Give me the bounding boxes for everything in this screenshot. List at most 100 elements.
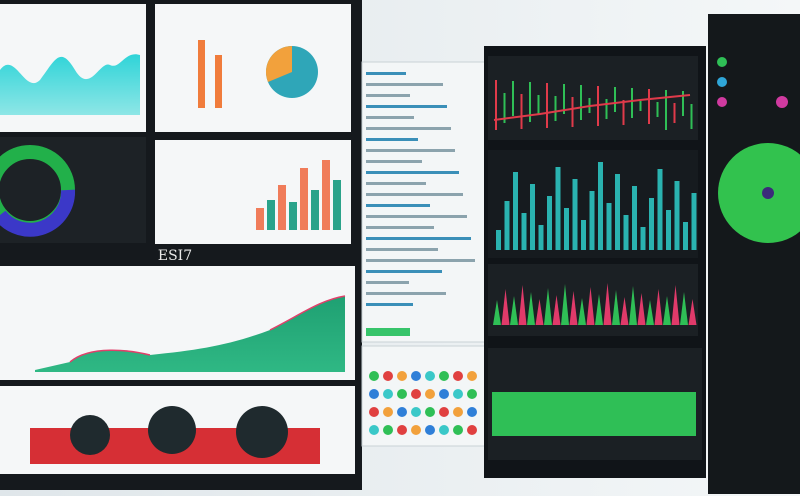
row-decor xyxy=(366,248,438,251)
dot-decor xyxy=(425,425,435,435)
row-decor xyxy=(366,193,463,196)
donut-decor xyxy=(0,189,76,237)
dot-decor xyxy=(439,371,449,381)
bar-decor xyxy=(521,213,527,250)
bar-decor xyxy=(278,185,286,230)
dot-panel xyxy=(361,345,487,447)
row-decor xyxy=(366,215,467,218)
bar-decor xyxy=(322,160,330,230)
line-decor xyxy=(69,295,346,363)
row-decor xyxy=(366,116,414,119)
row-decor xyxy=(366,94,410,97)
line-decor xyxy=(493,94,691,121)
dot-decor xyxy=(717,77,727,87)
bar-decor xyxy=(598,162,603,250)
dot-decor xyxy=(467,371,477,381)
panel xyxy=(155,4,351,132)
row-decor xyxy=(366,72,406,75)
spike-decor xyxy=(501,289,510,325)
bar-decor xyxy=(333,180,341,230)
bar-decor xyxy=(649,198,654,250)
bar-decor xyxy=(666,210,671,250)
dot-decor xyxy=(411,389,421,399)
bar-decor xyxy=(572,179,578,250)
row-decor xyxy=(366,292,446,295)
bar-decor xyxy=(632,186,637,250)
row-decor xyxy=(366,204,430,207)
screen-label: ESI7 xyxy=(158,248,192,264)
dot-decor xyxy=(383,425,393,435)
dot-decor xyxy=(383,407,393,417)
dot-decor xyxy=(439,389,449,399)
bar-decor xyxy=(267,200,275,230)
bar-decor xyxy=(640,227,646,250)
area-chart xyxy=(35,296,345,372)
pie-decor xyxy=(266,46,292,82)
spike-decor xyxy=(680,292,688,325)
bar-decor xyxy=(530,184,535,250)
row-decor xyxy=(366,138,418,141)
bar-decor xyxy=(215,55,222,108)
dot-grid xyxy=(369,371,477,435)
spike-decor xyxy=(578,298,586,325)
spike-decor xyxy=(552,295,561,325)
circle-decor xyxy=(70,415,110,455)
dot-decor xyxy=(411,371,421,381)
dot-decor xyxy=(369,389,379,399)
bar-decor xyxy=(606,203,612,250)
far-right-monitor xyxy=(708,14,800,494)
bar-group xyxy=(256,160,341,230)
dot-decor xyxy=(397,425,407,435)
row-decor xyxy=(366,127,451,130)
panel xyxy=(155,140,351,244)
spike-decor xyxy=(603,283,612,325)
spike-decor xyxy=(569,291,578,325)
bar-decor xyxy=(683,222,688,250)
dot-decor xyxy=(425,371,435,381)
list-rows xyxy=(366,72,475,306)
dot-decor xyxy=(383,371,393,381)
area-chart xyxy=(0,54,140,115)
spike-decor xyxy=(527,292,535,325)
bar-decor xyxy=(589,191,595,250)
bar-decor xyxy=(691,193,697,250)
progress-decor xyxy=(366,328,410,336)
row-decor xyxy=(366,149,455,152)
dot-decor xyxy=(439,407,449,417)
dot-decor xyxy=(453,425,463,435)
bar-decor xyxy=(504,201,510,250)
dot-decor xyxy=(467,407,477,417)
bar-decor xyxy=(198,40,205,108)
spike-decor xyxy=(654,289,663,325)
dot-decor xyxy=(397,371,407,381)
dot-decor xyxy=(439,425,449,435)
band-decor xyxy=(492,392,696,436)
spike-decor xyxy=(612,290,620,325)
row-decor xyxy=(366,259,475,262)
bar-decor xyxy=(289,202,297,230)
dot-decor xyxy=(467,389,477,399)
circle-decor xyxy=(762,187,774,199)
spike-decor xyxy=(671,285,680,325)
row-decor xyxy=(366,270,442,273)
row-decor xyxy=(366,303,413,306)
circle-decor xyxy=(718,143,800,243)
bar-decor xyxy=(300,168,308,230)
spike-decor xyxy=(637,293,646,325)
bar-decor xyxy=(564,208,569,250)
bar-decor xyxy=(674,181,680,250)
circle-decor xyxy=(236,406,288,458)
row-decor xyxy=(366,182,426,185)
dot-decor xyxy=(467,425,477,435)
dot-decor xyxy=(453,389,463,399)
bar-decor xyxy=(311,190,319,230)
dot-decor xyxy=(397,389,407,399)
spike-decor xyxy=(586,287,595,325)
spike-decor xyxy=(544,288,552,325)
dot-decor xyxy=(383,389,393,399)
bar-decor xyxy=(555,167,561,250)
spike-decor xyxy=(629,286,637,325)
dot-decor xyxy=(411,425,421,435)
